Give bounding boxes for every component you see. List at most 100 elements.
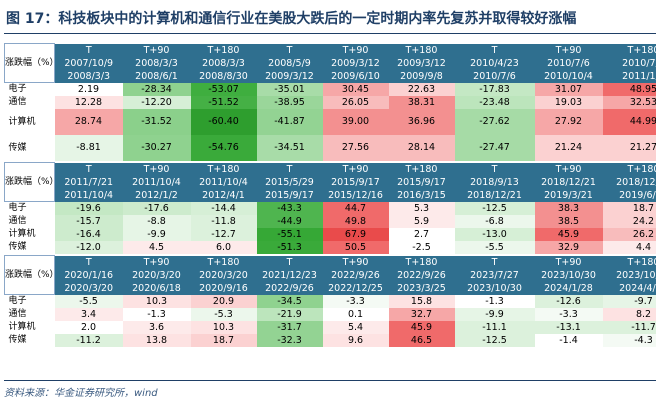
value-cell: 32.7 [388, 308, 455, 321]
header-cell: 2015/12/16 [322, 188, 389, 202]
value-cell: 19.03 [534, 96, 603, 109]
header-cell: 2022/9/26 [322, 268, 389, 282]
value-cell: 44.7 [322, 201, 389, 215]
header-cell: T+90 [534, 162, 603, 176]
value-cell: 4.5 [122, 241, 191, 254]
value-cell: 32.53 [602, 96, 656, 109]
header-cell: T+90 [534, 255, 603, 269]
value-cell: 13.8 [122, 334, 191, 347]
header-cell: 2010/7/6 [454, 69, 535, 83]
header-cell: 2024/4/27 [602, 281, 656, 295]
header-cell: 2020/1/16 [54, 268, 123, 282]
header-cell: 2007/10/9 [54, 56, 123, 70]
header-cell: 2008/8/30 [190, 69, 257, 83]
value-cell: -16.4 [54, 228, 123, 241]
header-cell: 2008/3/3 [122, 56, 191, 70]
value-cell: -11.7 [602, 321, 656, 334]
header-row-starts: 2007/10/9 2008/3/3 2008/3/3 2008/5/9 2009/3/… [5, 56, 656, 70]
value-cell: -11.2 [54, 334, 123, 347]
header-cell: 2011/1/2 [602, 69, 656, 83]
value-cell: -27.62 [454, 109, 535, 135]
header-cell: 2015/9/17 [388, 175, 455, 189]
header-cell: T+180 [190, 255, 257, 269]
header-cell: 2015/9/17 [322, 175, 389, 189]
header-cell: T [54, 255, 123, 269]
returns-table: 涨跌幅（%）TT+90T+180TT+90T+180TT+90T+1802007… [4, 43, 656, 347]
value-cell: 2.7 [388, 228, 455, 241]
header-cell: 2020/9/16 [190, 281, 257, 295]
value-cell: -38.95 [256, 96, 323, 109]
value-cell: 22.63 [388, 82, 455, 96]
table-row: 电子 2.19 -28.34 -53.07 -35.01 30.45 22.63 -17.83… [4, 82, 656, 96]
industry-label: 电子 [4, 201, 55, 215]
value-cell: 12.28 [54, 96, 123, 109]
value-cell: -15.7 [54, 215, 123, 228]
value-cell: 20.9 [190, 294, 257, 308]
value-cell: 39.00 [322, 109, 389, 135]
value-cell: -9.9 [454, 308, 535, 321]
block-gap [4, 254, 656, 256]
value-cell: -8.81 [54, 135, 123, 161]
value-cell: -12.5 [454, 334, 535, 347]
value-cell: 10.3 [190, 321, 257, 334]
corner-label: 涨跌幅（%） [4, 162, 55, 202]
value-cell: -6.8 [454, 215, 535, 228]
header-cell: 2008/3/3 [190, 56, 257, 70]
header-cell: 2015/5/29 [256, 175, 323, 189]
value-cell: -23.48 [454, 96, 535, 109]
header-cell: 2024/1/28 [534, 281, 603, 295]
header-cell: T [454, 43, 535, 57]
header-cell: T [256, 43, 323, 57]
value-cell: -12.20 [122, 96, 191, 109]
value-cell: -5.5 [454, 241, 535, 254]
header-cell: 2018/12/21 [534, 175, 603, 189]
header-cell: T+180 [602, 162, 656, 176]
value-cell: -9.9 [122, 228, 191, 241]
value-cell: -8.8 [122, 215, 191, 228]
header-cell: T+90 [322, 255, 389, 269]
table-row: 计算机 -16.4 -9.9 -12.7 -55.1 67.9 2.7 -13.0 45.9 26… [4, 228, 656, 241]
header-cell: 2008/3/3 [54, 69, 123, 83]
header-cell: 2016/3/15 [388, 188, 455, 202]
value-cell: -32.3 [256, 334, 323, 347]
value-cell: 4.4 [602, 241, 656, 254]
value-cell: -13.0 [454, 228, 535, 241]
header-cell: T+180 [190, 43, 257, 57]
value-cell: -1.4 [534, 334, 603, 347]
value-cell: 28.14 [388, 135, 455, 161]
value-cell: 3.4 [54, 308, 123, 321]
value-cell: -12.5 [454, 201, 535, 215]
value-cell: -3.3 [322, 294, 389, 308]
header-cell: T+90 [534, 43, 603, 57]
header-cell: 2009/3/12 [256, 69, 323, 83]
value-cell: -41.87 [256, 109, 323, 135]
header-cell: 2009/9/8 [388, 69, 455, 83]
header-cell: T+180 [602, 43, 656, 57]
table-row: 计算机 28.74 -31.52 -60.40 -41.87 39.00 36.96 -27.… [4, 109, 656, 135]
value-cell: 28.74 [54, 109, 123, 135]
header-cell: 2019/3/21 [534, 188, 603, 202]
value-cell: -21.9 [256, 308, 323, 321]
value-cell: -11.8 [190, 215, 257, 228]
value-cell: -12.6 [534, 294, 603, 308]
value-cell: 2.0 [54, 321, 123, 334]
header-cell: 2011/7/21 [54, 175, 123, 189]
header-cell: T [54, 43, 123, 57]
header-cell: T+180 [388, 162, 455, 176]
header-row-starts: 2020/1/16 2020/3/20 2020/3/20 2021/12/23 202… [5, 268, 656, 282]
value-cell: 38.5 [534, 215, 603, 228]
value-cell: -1.3 [122, 308, 191, 321]
header-cell: 2022/12/25 [322, 281, 389, 295]
header-cell: 2020/3/20 [54, 281, 123, 295]
header-cell: T [256, 255, 323, 269]
header-cell: T+90 [322, 162, 389, 176]
header-cell: 2011/10/4 [54, 188, 123, 202]
figure-title: 图 17：科技板块中的计算机和通信行业在美股大跌后的一定时期内率先复苏并取得较好… [6, 11, 577, 27]
value-cell: -17.83 [454, 82, 535, 96]
table-row: 通信 -15.7 -8.8 -11.8 -44.9 49.8 5.9 -6.8 38.5 24.2 [4, 215, 656, 228]
value-cell: 9.6 [322, 334, 389, 347]
value-cell: 2.19 [54, 82, 123, 96]
